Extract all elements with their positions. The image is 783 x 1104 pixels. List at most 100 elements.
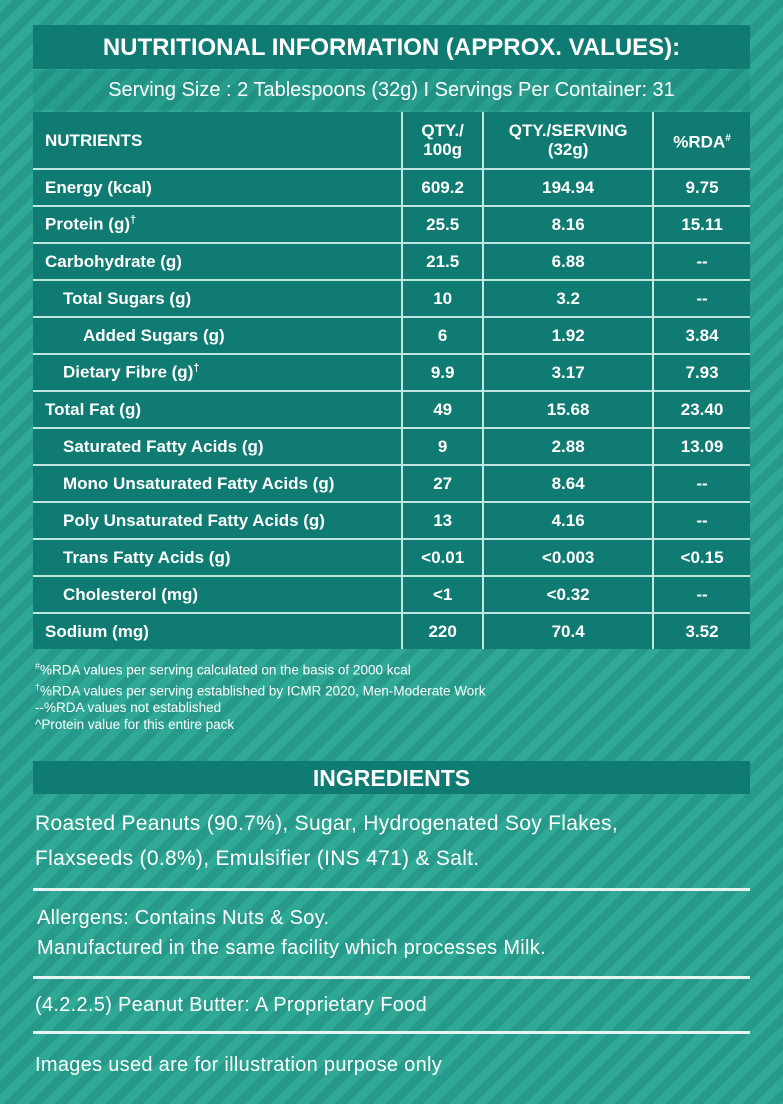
line: Roasted Peanuts (90.7%), Sugar, Hydrogen… (35, 812, 618, 835)
nutrient-label: Trans Fatty Acids (g) (63, 547, 231, 567)
serving-info: Serving Size : 2 Tablespoons (32g) I Ser… (33, 70, 750, 110)
nutrient-value: -- (652, 242, 750, 281)
header-text: (32g) (547, 140, 589, 159)
nutrient-value: 21.5 (401, 242, 485, 281)
ingredients-title: INGREDIENTS (33, 761, 750, 794)
footnote: #%RDA values per serving calculated on t… (35, 658, 485, 679)
nutrient-value: <0.32 (482, 575, 655, 614)
table-row: Cholesterol (mg) <1 <0.32 -- (33, 575, 750, 614)
nutrient-value: 194.94 (482, 168, 655, 207)
nutrient-label: Mono Unsaturated Fatty Acids (g) (63, 473, 335, 493)
nutrient-value: 7.93 (652, 353, 750, 392)
table-row: Total Fat (g) 49 15.68 23.40 (33, 390, 750, 429)
header-row: NUTRIENTS QTY./100g QTY./SERVING (32g) %RDA# (33, 112, 750, 170)
category: (4.2.2.5) Peanut Butter: A Proprietary F… (35, 994, 428, 1016)
nutrient-label: Energy (kcal) (45, 177, 152, 197)
footnote-text: %RDA values per serving calculated on th… (40, 662, 411, 678)
footnote-text: ^Protein value for this entire pack (35, 717, 235, 732)
nutrient-value: 15.68 (482, 390, 655, 429)
header-text: QTY./SERVING (508, 121, 628, 140)
table-row: Protein (g)† 25.5 8.16 15.11 (33, 205, 750, 244)
divider (33, 1031, 750, 1034)
nutrient-value: -- (652, 501, 750, 540)
nutrient-value: -- (652, 575, 750, 614)
header-text: %RDA (673, 132, 726, 152)
nutrition-table: NUTRIENTS QTY./100g QTY./SERVING (32g) %RDA#… (33, 112, 750, 649)
footnote-mark: # (35, 661, 41, 671)
nutrient-value: <0.01 (401, 538, 485, 577)
nutrient-value: 3.17 (482, 353, 655, 392)
divider (33, 976, 750, 979)
nutrient-name: Trans Fatty Acids (g) (33, 538, 404, 577)
nutrient-label: Protein (g) (45, 214, 130, 234)
nutrient-label: Added Sugars (g) (83, 325, 225, 345)
nutrient-value: <0.003 (482, 538, 655, 577)
nutrient-value: 23.40 (652, 390, 750, 429)
nutrient-value: 9 (401, 427, 485, 466)
table-row: Carbohydrate (g) 21.5 6.88 -- (33, 242, 750, 281)
header-text: QTY./ (421, 121, 464, 140)
nutrient-value: 220 (401, 612, 485, 649)
footnote: --%RDA values not established (35, 699, 485, 716)
nutrient-value: 13 (401, 501, 485, 540)
column-header: %RDA# (652, 112, 750, 170)
nutrient-value: 8.64 (482, 464, 655, 503)
table-row: Sodium (mg) 220 70.4 3.52 (33, 612, 750, 649)
nutrient-value: 9.9 (401, 353, 485, 392)
footnote: ^Protein value for this entire pack (35, 716, 485, 733)
title: NUTRITIONAL INFORMATION (APPROX. VALUES)… (33, 25, 750, 69)
nutrient-value: 6.88 (482, 242, 655, 281)
allergens: Allergens: Contains Nuts & Soy. Manufactu… (37, 903, 546, 963)
nutrient-name: Protein (g)† (33, 205, 404, 244)
nutrient-value: 25.5 (401, 205, 485, 244)
nutrient-value: 49 (401, 390, 485, 429)
footnote-text: %RDA values per serving established by I… (40, 683, 486, 698)
divider (33, 888, 750, 891)
footnote-mark: † (35, 681, 41, 692)
nutrient-name: Total Sugars (g) (33, 279, 404, 318)
footnote: †%RDA values per serving established by … (35, 679, 485, 700)
line: Flaxseeds (0.8%), Emulsifier (INS 471) &… (35, 847, 480, 870)
nutrient-value: 9.75 (652, 168, 750, 207)
header-text: 100g (423, 140, 463, 159)
table-row: Saturated Fatty Acids (g) 9 2.88 13.09 (33, 427, 750, 466)
ingredients-text: Roasted Peanuts (90.7%), Sugar, Hydrogen… (35, 806, 618, 876)
nutrient-label: Dietary Fibre (g) (63, 362, 194, 382)
nutrient-value: 1.92 (482, 316, 655, 355)
disclaimer: Images used are for illustration purpose… (35, 1054, 443, 1076)
nutrient-value: 609.2 (401, 168, 485, 207)
nutrient-value: 4.16 (482, 501, 655, 540)
table-row: Poly Unsaturated Fatty Acids (g) 13 4.16 -- (33, 501, 750, 540)
nutrient-label: Saturated Fatty Acids (g) (63, 436, 264, 456)
nutrient-label: Sodium (mg) (45, 621, 149, 641)
column-header: NUTRIENTS (33, 112, 404, 170)
nutrient-value: <1 (401, 575, 485, 614)
nutrient-name: Dietary Fibre (g)† (33, 353, 404, 392)
nutrient-name: Sodium (mg) (33, 612, 404, 649)
nutrient-label: Carbohydrate (g) (45, 251, 182, 271)
line: Manufactured in the same facility which … (37, 937, 546, 959)
header-text: NUTRIENTS (45, 130, 143, 150)
nutrient-label: Poly Unsaturated Fatty Acids (g) (63, 510, 325, 530)
nutrient-value: 3.84 (652, 316, 750, 355)
nutrient-value: 3.2 (482, 279, 655, 318)
nutrient-value: 10 (401, 279, 485, 318)
nutrient-name: Carbohydrate (g) (33, 242, 404, 281)
column-header: QTY./100g (401, 112, 485, 170)
nutrient-value: 3.52 (652, 612, 750, 649)
nutrient-value: -- (652, 279, 750, 318)
table-row: Energy (kcal) 609.2 194.94 9.75 (33, 168, 750, 207)
nutrient-name: Mono Unsaturated Fatty Acids (g) (33, 464, 404, 503)
nutrient-label: Total Sugars (g) (63, 288, 192, 308)
line: Allergens: Contains Nuts & Soy. (37, 907, 330, 929)
nutrient-name: Saturated Fatty Acids (g) (33, 427, 404, 466)
nutrient-name: Added Sugars (g) (33, 316, 404, 355)
nutrient-name: Total Fat (g) (33, 390, 404, 429)
footnote-mark: # (725, 132, 731, 144)
footnote-mark: † (193, 362, 200, 375)
table-row: Added Sugars (g) 6 1.92 3.84 (33, 316, 750, 355)
nutrient-value: 27 (401, 464, 485, 503)
footnotes: #%RDA values per serving calculated on t… (35, 658, 485, 733)
table-row: Trans Fatty Acids (g) <0.01 <0.003 <0.15 (33, 538, 750, 577)
